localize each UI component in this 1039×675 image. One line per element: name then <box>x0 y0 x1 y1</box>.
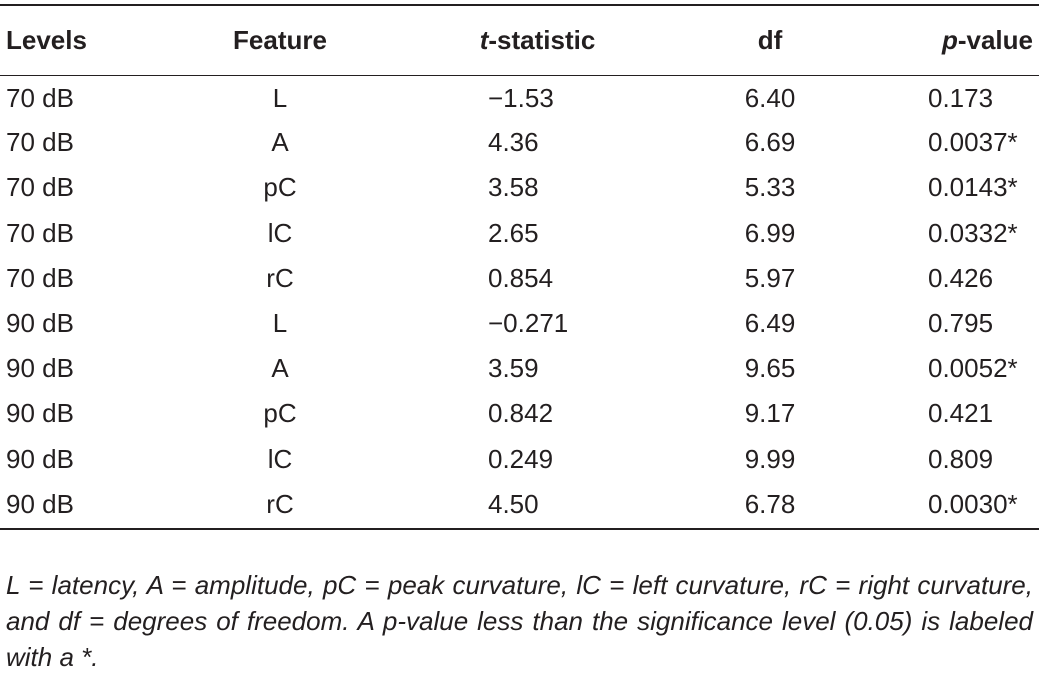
results-table: Levels Feature t-statistic df p-value 70… <box>0 6 1039 527</box>
cell-p-value: 0.0030* <box>928 488 1018 519</box>
header-feature: Feature <box>233 25 327 55</box>
header-t-italic: t <box>479 25 489 55</box>
table-footnote: L = latency, A = amplitude, pC = peak cu… <box>6 570 1033 672</box>
cell-levels: 90 dB <box>6 488 74 519</box>
cell-df: 5.97 <box>744 262 796 293</box>
table-row: 70 dB pC 3.58 5.33 0.0143* <box>0 165 1039 210</box>
header-p-rest: -value <box>957 25 1033 55</box>
cell-t-statistic: 3.58 <box>488 172 539 203</box>
header-df: df <box>757 25 783 55</box>
cell-t-statistic: 0.842 <box>488 398 554 429</box>
cell-df: 9.17 <box>744 398 796 429</box>
cell-df: 6.69 <box>744 127 796 158</box>
cell-p-value: 0.809 <box>928 443 994 474</box>
cell-feature: L <box>272 308 288 339</box>
cell-df: 6.99 <box>744 217 796 248</box>
table-row: 90 dB rC 4.50 6.78 0.0030* <box>0 482 1039 527</box>
table-top-rule <box>0 4 1039 6</box>
cell-levels: 70 dB <box>6 262 74 293</box>
cell-p-value: 0.173 <box>928 83 994 114</box>
table-bottom-rule <box>0 528 1039 530</box>
table-row: 70 dB lC 2.65 6.99 0.0332* <box>0 211 1039 256</box>
cell-df: 6.78 <box>744 488 796 519</box>
table-row: 90 dB A 3.59 9.65 0.0052* <box>0 346 1039 391</box>
cell-p-value: 0.795 <box>928 308 994 339</box>
cell-feature: A <box>271 353 289 384</box>
cell-t-statistic: 4.36 <box>488 127 539 158</box>
cell-df: 6.40 <box>744 83 796 114</box>
header-levels: Levels <box>6 25 87 55</box>
cell-p-value: 0.0052* <box>928 353 1018 384</box>
table-row: 90 dB lC 0.249 9.99 0.809 <box>0 437 1039 482</box>
cell-feature: rC <box>266 488 294 519</box>
cell-t-statistic: −0.271 <box>488 308 569 339</box>
cell-df: 6.49 <box>744 308 796 339</box>
cell-t-statistic: 2.65 <box>488 217 539 248</box>
cell-df: 9.65 <box>744 353 796 384</box>
cell-p-value: 0.0037* <box>928 127 1018 158</box>
cell-feature: lC <box>267 443 293 474</box>
cell-p-value: 0.426 <box>928 262 994 293</box>
table-header-rule <box>0 75 1039 76</box>
cell-p-value: 0.421 <box>928 398 994 429</box>
header-p-value: p-value <box>840 6 1039 75</box>
cell-t-statistic: 3.59 <box>488 353 539 384</box>
header-p-italic: p <box>941 25 958 55</box>
cell-p-value: 0.0143* <box>928 172 1018 203</box>
cell-feature: pC <box>263 398 297 429</box>
cell-feature: pC <box>263 172 297 203</box>
cell-t-statistic: 4.50 <box>488 488 539 519</box>
table-body: 70 dB L −1.53 6.40 0.173 70 dB A 4.36 6.… <box>0 75 1039 527</box>
cell-p-value: 0.0332* <box>928 217 1018 248</box>
cell-t-statistic: −1.53 <box>488 83 554 114</box>
cell-levels: 70 dB <box>6 127 74 158</box>
table-header-row: Levels Feature t-statistic df p-value <box>0 6 1039 75</box>
cell-feature: rC <box>266 262 294 293</box>
cell-feature: L <box>272 83 288 114</box>
cell-feature: A <box>271 127 289 158</box>
cell-levels: 90 dB <box>6 443 74 474</box>
cell-levels: 90 dB <box>6 398 74 429</box>
cell-levels: 70 dB <box>6 172 74 203</box>
cell-levels: 90 dB <box>6 353 74 384</box>
cell-levels: 90 dB <box>6 308 74 339</box>
header-t-statistic: t-statistic <box>370 6 670 75</box>
table-row: 70 dB L −1.53 6.40 0.173 <box>0 75 1039 120</box>
cell-t-statistic: 0.854 <box>488 262 554 293</box>
cell-df: 5.33 <box>744 172 796 203</box>
table-row: 70 dB rC 0.854 5.97 0.426 <box>0 256 1039 301</box>
cell-t-statistic: 0.249 <box>488 443 554 474</box>
header-t-rest: -statistic <box>488 25 596 55</box>
cell-levels: 70 dB <box>6 217 74 248</box>
cell-df: 9.99 <box>744 443 796 474</box>
cell-feature: lC <box>267 217 293 248</box>
table-row: 70 dB A 4.36 6.69 0.0037* <box>0 120 1039 165</box>
table-row: 90 dB L −0.271 6.49 0.795 <box>0 301 1039 346</box>
table-row: 90 dB pC 0.842 9.17 0.421 <box>0 391 1039 436</box>
cell-levels: 70 dB <box>6 83 74 114</box>
